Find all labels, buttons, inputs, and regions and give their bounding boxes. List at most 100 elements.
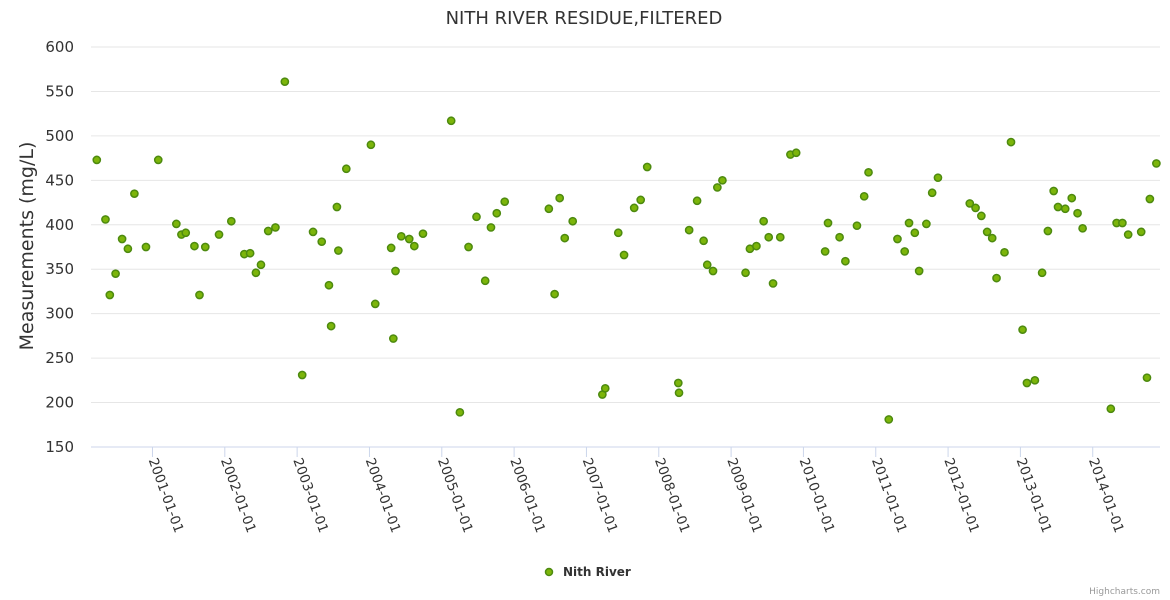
data-point[interactable] [684,225,694,235]
data-point[interactable] [759,216,768,226]
data-point[interactable] [992,273,1001,283]
data-point[interactable] [987,233,997,243]
data-point[interactable] [922,219,931,229]
data-point[interactable] [326,321,336,331]
data-point[interactable] [1037,268,1047,278]
data-point[interactable] [111,269,120,279]
data-point[interactable] [1142,373,1152,383]
data-point[interactable] [1145,194,1155,204]
data-point[interactable] [893,234,902,244]
data-point[interactable] [852,221,862,231]
data-point[interactable] [92,155,102,165]
data-point[interactable] [141,242,151,252]
data-point[interactable] [600,383,610,393]
data-point[interactable] [130,189,139,199]
data-point[interactable] [214,230,224,239]
data-point[interactable] [1000,247,1009,257]
data-point[interactable] [171,219,181,229]
data-point[interactable] [153,155,163,165]
data-point[interactable] [619,250,629,260]
data-point[interactable] [791,148,801,158]
data-point[interactable] [768,279,778,288]
data-point[interactable] [752,241,761,251]
data-point[interactable] [1118,218,1127,228]
data-point[interactable] [933,173,943,183]
legend-item-nith-river[interactable]: Nith River [563,565,631,579]
data-point[interactable] [341,164,351,174]
data-point[interactable] [1053,202,1063,212]
data-point[interactable] [977,211,986,221]
data-point[interactable] [982,227,992,237]
data-point[interactable] [409,241,419,251]
data-point[interactable] [263,226,273,236]
data-point[interactable] [480,276,490,286]
data-point[interactable] [391,266,400,276]
data-point[interactable] [1022,378,1032,388]
data-point[interactable] [308,227,318,237]
data-point[interactable] [418,229,428,239]
data-point[interactable] [332,202,342,212]
data-point[interactable] [702,260,712,270]
data-point[interactable] [396,231,406,241]
data-point[interactable] [486,223,496,232]
data-point[interactable] [472,212,481,222]
data-point[interactable] [927,188,937,198]
legend[interactable]: Nith River [544,565,631,579]
data-point[interactable] [464,242,473,252]
data-point[interactable] [636,195,646,205]
data-point[interactable] [1078,223,1087,233]
data-point[interactable] [1073,208,1082,218]
data-point[interactable] [195,290,204,300]
data-point[interactable] [555,193,565,203]
data-point[interactable] [544,204,554,214]
data-point[interactable] [200,242,210,252]
data-point[interactable] [334,246,343,255]
data-point[interactable] [386,243,396,253]
data-point[interactable] [708,266,718,276]
data-point[interactable] [674,388,684,398]
data-point[interactable] [1152,159,1161,168]
data-point[interactable] [317,237,327,247]
data-point[interactable] [226,216,236,226]
data-point[interactable] [123,244,133,254]
data-point[interactable] [673,378,683,388]
data-point[interactable] [904,218,914,228]
data-point[interactable] [1067,193,1077,203]
data-point[interactable] [297,370,307,380]
data-point[interactable] [820,247,830,256]
data-point[interactable] [271,223,280,232]
data-point[interactable] [101,215,110,224]
data-point[interactable] [1049,186,1059,196]
data-point[interactable] [910,228,920,238]
data-point[interactable] [1006,137,1016,147]
data-point[interactable] [560,233,570,243]
data-point[interactable] [1018,325,1027,335]
data-point[interactable] [900,247,910,256]
data-point[interactable] [859,191,869,201]
data-point[interactable] [613,228,623,238]
data-point[interactable] [1030,375,1040,385]
data-point[interactable] [181,228,191,238]
data-point[interactable] [446,116,456,126]
data-point[interactable] [117,234,127,244]
data-point[interactable] [835,232,844,242]
data-point[interactable] [1043,226,1053,236]
data-point[interactable] [864,167,873,177]
data-point[interactable] [190,241,199,251]
data-point[interactable] [764,232,774,242]
data-point[interactable] [629,203,639,213]
data-point[interactable] [455,407,465,417]
data-point[interactable] [251,268,261,278]
data-point[interactable] [841,256,850,266]
legend-marker-icon[interactable] [544,567,554,577]
data-point[interactable] [713,183,722,192]
data-point[interactable] [1136,227,1146,237]
data-point[interactable] [492,208,502,218]
data-point[interactable] [370,299,380,309]
data-point[interactable] [699,236,708,246]
data-point[interactable] [741,268,750,278]
data-point[interactable] [256,260,266,270]
data-point[interactable] [324,280,334,290]
data-point[interactable] [775,232,785,242]
data-point[interactable] [500,197,510,207]
